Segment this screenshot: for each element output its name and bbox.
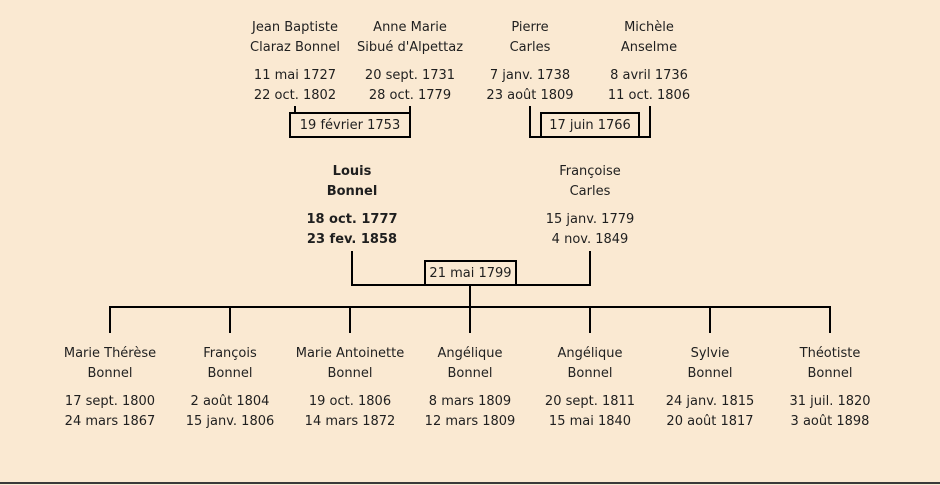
person-name-line1: Jean Baptiste	[252, 20, 338, 35]
person-name-line2: Bonnel	[447, 366, 493, 381]
person-michele-anselme: Michèle Anselme 8 avril 1736 11 oct. 1806	[608, 18, 690, 106]
person-name-line2: Bonnel	[87, 366, 133, 381]
birth-date: 31 juil. 1820	[789, 394, 871, 409]
death-date: 15 janv. 1806	[185, 414, 275, 429]
person-marie-antoinette-bonnel: Marie Antoinette Bonnel 19 oct. 1806 14 mar…	[296, 344, 405, 432]
person-name-line2: Carles	[569, 184, 611, 199]
person-dates: 24 janv. 1815 20 août 1817	[666, 392, 755, 432]
person-dates: 7 janv. 1738 23 août 1809	[486, 66, 573, 106]
person-theotiste-bonnel: Théotiste Bonnel 31 juil. 1820 3 août 1898	[789, 344, 870, 432]
person-dates: 19 oct. 1806 14 mars 1872	[296, 392, 405, 432]
person-name-line2: Carles	[509, 40, 551, 55]
connector-line	[469, 306, 471, 333]
person-name-line2: Bonnel	[207, 366, 253, 381]
person-dates: 31 juil. 1820 3 août 1898	[789, 392, 870, 432]
person-dates: 17 sept. 1800 24 mars 1867	[64, 392, 156, 432]
person-name-line1: Anne Marie	[373, 20, 447, 35]
birth-date: 8 mars 1809	[428, 394, 512, 409]
death-date: 23 fev. 1858	[306, 232, 398, 247]
connector-line	[229, 306, 231, 333]
person-name-line2: Bonnel	[326, 184, 378, 199]
connector-line	[709, 306, 711, 333]
person-dates: 15 janv. 1779 4 nov. 1849	[546, 210, 635, 250]
connector-line	[109, 306, 111, 333]
birth-date: 15 janv. 1779	[545, 212, 635, 227]
person-dates: 18 oct. 1777 23 fev. 1858	[306, 210, 397, 250]
birth-date: 24 janv. 1815	[665, 394, 755, 409]
person-name-line1: Marie Thérèse	[63, 346, 157, 361]
person-dates: 11 mai 1727 22 oct. 1802	[250, 66, 340, 106]
person-name-line1: Louis	[332, 164, 372, 179]
person-name-line2: Claraz Bonnel	[250, 40, 340, 55]
birth-date: 19 oct. 1806	[308, 394, 392, 409]
death-date: 24 mars 1867	[64, 414, 156, 429]
death-date: 11 oct. 1806	[607, 88, 691, 103]
connector-line	[351, 251, 353, 286]
person-name-line2: Bonnel	[327, 366, 373, 381]
person-pierre-carles: Pierre Carles 7 janv. 1738 23 août 1809	[486, 18, 573, 106]
person-name-line2: Bonnel	[687, 366, 733, 381]
person-dates: 8 mars 1809 12 mars 1809	[425, 392, 516, 432]
connector-line	[589, 251, 591, 286]
person-dates: 8 avril 1736 11 oct. 1806	[608, 66, 690, 106]
birth-date: 20 sept. 1811	[544, 394, 636, 409]
person-name-line1: Sylvie	[690, 346, 730, 361]
person-sylvie-bonnel: Sylvie Bonnel 24 janv. 1815 20 août 1817	[666, 344, 755, 432]
death-date: 4 nov. 1849	[551, 232, 629, 247]
person-name-line1: Michèle	[624, 20, 674, 35]
connector-line	[469, 284, 471, 308]
person-dates: 2 août 1804 15 janv. 1806	[186, 392, 275, 432]
person-angelique-bonnel: Angélique Bonnel 20 sept. 1811 15 mai 1840	[545, 344, 635, 432]
birth-date: 8 avril 1736	[610, 68, 688, 83]
marriage-date-box: 17 juin 1766	[540, 112, 640, 138]
death-date: 14 mars 1872	[304, 414, 396, 429]
death-date: 22 oct. 1802	[253, 88, 337, 103]
birth-date: 18 oct. 1777	[306, 212, 398, 227]
birth-date: 2 août 1804	[190, 394, 270, 409]
marriage-date-box: 21 mai 1799	[424, 260, 517, 286]
birth-date: 17 sept. 1800	[64, 394, 156, 409]
connector-line	[649, 106, 651, 138]
marriage-date: 19 février 1753	[299, 117, 401, 133]
connector-line	[529, 106, 531, 138]
person-name-line1: Angélique	[557, 346, 623, 361]
person-name-line1: Marie Antoinette	[295, 346, 405, 361]
connector-line	[829, 306, 831, 333]
person-name-line2: Bonnel	[807, 366, 853, 381]
person-name-line1: Théotiste	[799, 346, 861, 361]
birth-date: 11 mai 1727	[253, 68, 337, 83]
person-anne-marie-sibue-d-alpettaz: Anne Marie Sibué d'Alpettaz 20 sept. 1731 2…	[357, 18, 463, 106]
person-francois-bonnel: François Bonnel 2 août 1804 15 janv. 1806	[186, 344, 275, 432]
person-francoise-carles: Françoise Carles 15 janv. 1779 4 nov. 1849	[546, 162, 635, 250]
person-name-line1: François	[203, 346, 257, 361]
marriage-date: 17 juin 1766	[549, 117, 631, 133]
marriage-date: 21 mai 1799	[429, 265, 512, 281]
death-date: 15 mai 1840	[548, 414, 632, 429]
death-date: 28 oct. 1779	[368, 88, 452, 103]
birth-date: 20 sept. 1731	[364, 68, 456, 83]
death-date: 20 août 1817	[666, 414, 754, 429]
person-name-line1: Françoise	[559, 164, 621, 179]
birth-date: 7 janv. 1738	[489, 68, 571, 83]
connector-line	[349, 306, 351, 333]
bottom-page-rule	[0, 482, 940, 484]
person-name-line2: Sibué d'Alpettaz	[356, 40, 464, 55]
person-louis-bonnel: Louis Bonnel 18 oct. 1777 23 fev. 1858	[306, 162, 397, 250]
person-dates: 20 sept. 1811 15 mai 1840	[545, 392, 635, 432]
marriage-date-box: 19 février 1753	[289, 112, 411, 138]
connector-line	[589, 306, 591, 333]
death-date: 3 août 1898	[790, 414, 870, 429]
person-dates: 20 sept. 1731 28 oct. 1779	[357, 66, 463, 106]
death-date: 23 août 1809	[486, 88, 574, 103]
person-name-line1: Pierre	[511, 20, 549, 35]
person-marie-therese-bonnel: Marie Thérèse Bonnel 17 sept. 1800 24 mars …	[64, 344, 156, 432]
person-name-line2: Bonnel	[567, 366, 613, 381]
death-date: 12 mars 1809	[424, 414, 516, 429]
person-name-line1: Angélique	[437, 346, 503, 361]
person-angelique-bonnel: Angélique Bonnel 8 mars 1809 12 mars 1809	[425, 344, 516, 432]
person-name-line2: Anselme	[620, 40, 678, 55]
person-jean-baptiste-claraz-bonnel: Jean Baptiste Claraz Bonnel 11 mai 1727 22 …	[250, 18, 340, 106]
